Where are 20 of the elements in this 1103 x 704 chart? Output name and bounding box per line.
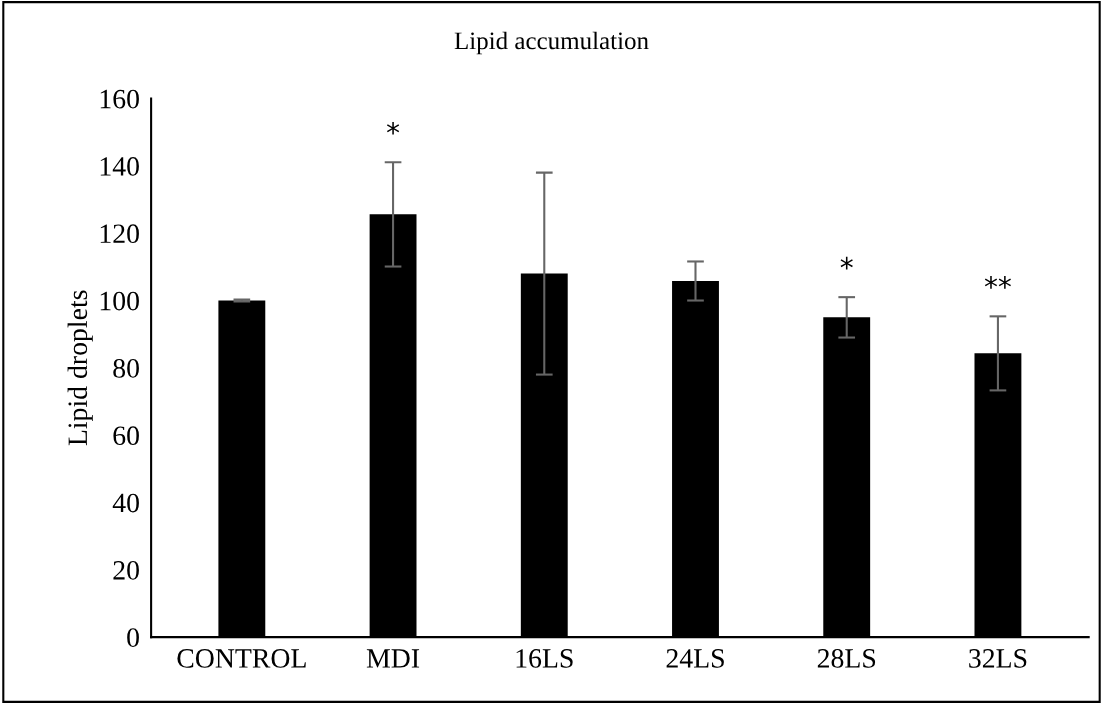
- y-tick-label: 160: [100, 89, 139, 109]
- x-tick-label: 28LS: [817, 649, 876, 668]
- chart-title: Lipid accumulation: [454, 31, 649, 55]
- x-tick-label: MDI: [366, 649, 420, 668]
- y-tick-label: 60: [113, 426, 139, 446]
- y-tick-label: 40: [112, 493, 139, 513]
- y-tick-label: 140: [100, 157, 139, 176]
- x-tick-label: 24LS: [666, 649, 724, 668]
- annotation: **: [984, 276, 1011, 289]
- x-tick-label: CONTROL: [177, 649, 306, 668]
- y-tick-label: 20: [113, 560, 139, 580]
- y-tick-label: 120: [100, 224, 139, 244]
- y-tick-label: 100: [100, 291, 139, 311]
- x-tick-label: 32LS: [969, 649, 1027, 668]
- y-axis-title: Lipid droplets: [67, 290, 93, 446]
- x-tick-label: 16LS: [516, 649, 573, 668]
- annotation: *: [840, 256, 853, 270]
- annotation: *: [386, 121, 400, 135]
- y-tick-label: 0: [127, 628, 139, 648]
- y-tick-label: 80: [113, 359, 139, 378]
